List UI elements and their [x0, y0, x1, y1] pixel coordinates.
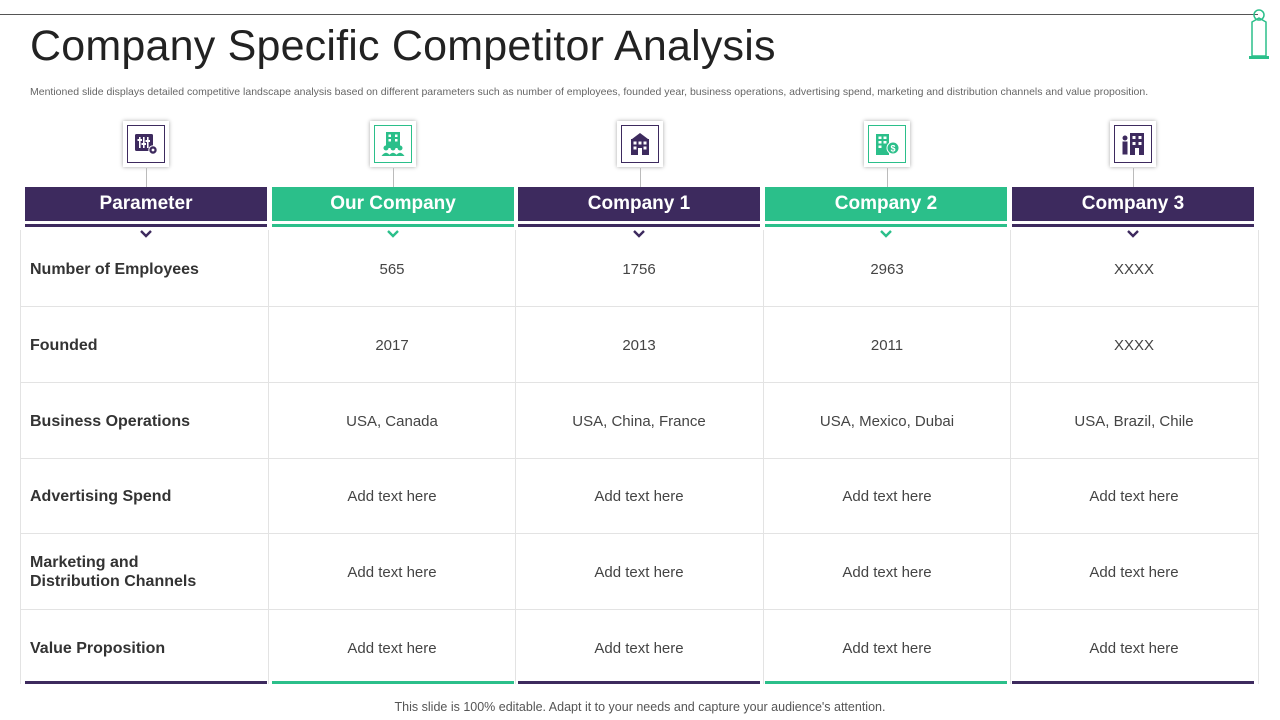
- table-cell: Add text here: [594, 487, 684, 505]
- grid-line: [268, 230, 269, 684]
- chevron-down-icon: [880, 230, 892, 238]
- building-money-icon: $: [876, 134, 900, 155]
- table-cell: Add text here: [1089, 563, 1179, 581]
- table-cell: 2017: [375, 336, 409, 354]
- column-icon-box-company-2: $: [864, 121, 910, 167]
- table-cell: Add text here: [347, 563, 437, 581]
- grid-line: [20, 230, 21, 684]
- column-header-company-3: Company 3: [1012, 187, 1254, 221]
- table-cell: XXXX: [1113, 260, 1155, 278]
- table-cell: USA, Brazil, Chile: [1074, 412, 1194, 430]
- header-underline: [272, 224, 514, 227]
- column-bottom-line: [518, 681, 760, 684]
- row-label-founded: Founded: [30, 336, 98, 354]
- row-label-marketing-distribution: Marketing and Distribution Channels: [30, 534, 266, 610]
- column-bottom-line: [1012, 681, 1254, 684]
- column-icon-box-company-1: [617, 121, 663, 167]
- table-cell: Add text here: [842, 639, 932, 657]
- table-cell: XXXX: [1113, 336, 1155, 354]
- icon-stem: [146, 168, 147, 187]
- person-building-icon: [1122, 133, 1144, 155]
- table-cell: 565: [379, 260, 405, 278]
- chevron-down-icon: [387, 230, 399, 238]
- table-cell: Add text here: [1089, 487, 1179, 505]
- office-building-people-icon: [381, 132, 405, 156]
- table-cell: Add text here: [842, 563, 932, 581]
- grid-line: [1258, 230, 1259, 684]
- settings-panel-icon: [135, 134, 158, 155]
- column-header-our-company: Our Company: [272, 187, 514, 221]
- column-bottom-line: [272, 681, 514, 684]
- grid-line: [20, 533, 1258, 534]
- table-cell: 1756: [622, 260, 656, 278]
- page-subtitle: Mentioned slide displays detailed compet…: [30, 86, 1149, 98]
- column-header-company-2: Company 2: [765, 187, 1007, 221]
- row-label-line: Distribution Channels: [30, 573, 197, 590]
- grid-line: [20, 382, 1258, 383]
- table-cell: USA, Mexico, Dubai: [819, 412, 955, 430]
- header-underline: [518, 224, 760, 227]
- table-cell: Add text here: [594, 563, 684, 581]
- icon-stem: [1133, 168, 1134, 187]
- table-cell: USA, Canada: [346, 412, 438, 430]
- grid-line: [20, 609, 1258, 610]
- icon-stem: [887, 168, 888, 187]
- header-underline: [25, 224, 267, 227]
- column-header-parameter: Parameter: [25, 187, 267, 221]
- chevron-down-icon: [140, 230, 152, 238]
- table-cell: Add text here: [347, 639, 437, 657]
- row-label-number-of-employees: Number of Employees: [30, 260, 199, 278]
- table-cell: 2013: [622, 336, 656, 354]
- column-bottom-line: [25, 681, 267, 684]
- top-rule: [0, 14, 1258, 15]
- icon-stem: [640, 168, 641, 187]
- chevron-down-icon: [633, 230, 645, 238]
- footer-note: This slide is 100% editable. Adapt it to…: [394, 700, 886, 714]
- row-label-line: Marketing and: [30, 554, 139, 571]
- row-label-advertising-spend: Advertising Spend: [30, 487, 172, 505]
- column-icon-box-our-company: [370, 121, 416, 167]
- table-cell: USA, China, France: [572, 412, 706, 430]
- table-cell: Add text here: [347, 487, 437, 505]
- table-cell: 2963: [870, 260, 904, 278]
- column-header-company-1: Company 1: [518, 187, 760, 221]
- row-label-value-proposition: Value Proposition: [30, 639, 166, 657]
- chevron-down-icon: [1127, 230, 1139, 238]
- table-cell: 2011: [870, 336, 904, 354]
- icon-stem: [393, 168, 394, 187]
- grid-line: [20, 458, 1258, 459]
- column-icon-box-parameter: [123, 121, 169, 167]
- building-icon: [631, 133, 649, 155]
- grid-line: [20, 306, 1258, 307]
- header-underline: [1012, 224, 1254, 227]
- svg-text:$: $: [890, 144, 895, 154]
- column-bottom-line: [765, 681, 1007, 684]
- table-cell: Add text here: [842, 487, 932, 505]
- grid-line: [763, 230, 764, 684]
- grid-line: [1010, 230, 1011, 684]
- table-cell: Add text here: [594, 639, 684, 657]
- row-label-business-operations: Business Operations: [30, 412, 191, 430]
- column-icon-box-company-3: [1110, 121, 1156, 167]
- table-cell: Add text here: [1089, 639, 1179, 657]
- grid-line: [515, 230, 516, 684]
- header-underline: [765, 224, 1007, 227]
- tag-icon: [1249, 9, 1269, 59]
- page-title: Company Specific Competitor Analysis: [30, 22, 776, 70]
